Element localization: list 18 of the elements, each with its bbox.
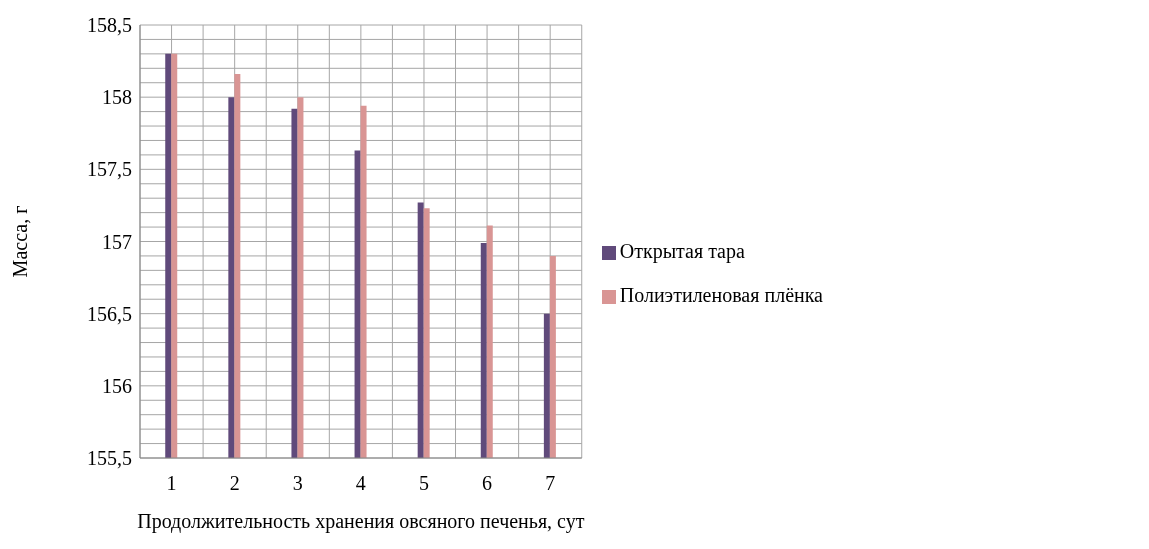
x-tick-label: 2	[229, 472, 240, 495]
legend-label: Открытая тара	[619, 240, 745, 262]
x-axis-title: Продолжительность хранения овсяного печенья, сут	[137, 510, 585, 533]
x-tick-label: 7	[545, 472, 556, 495]
y-tick-label: 156	[102, 374, 132, 397]
x-tick-label: 4	[355, 472, 366, 495]
y-tick-label: 157,5	[87, 158, 132, 181]
x-tick-label: 3	[292, 472, 303, 495]
y-tick-label: 158,5	[87, 14, 132, 37]
y-axis-title: Масса, г	[9, 205, 32, 278]
x-tick-label: 6	[482, 472, 493, 495]
y-tick-label: 157	[102, 230, 132, 253]
y-tick-label: 156,5	[87, 302, 132, 325]
x-tick-label: 5	[418, 472, 429, 495]
y-tick-label: 158	[102, 86, 132, 109]
x-tick-label: 1	[166, 472, 177, 495]
legend-label: Полиэтиленовая плёнка	[619, 284, 823, 306]
y-tick-label: 155,5	[87, 447, 132, 470]
